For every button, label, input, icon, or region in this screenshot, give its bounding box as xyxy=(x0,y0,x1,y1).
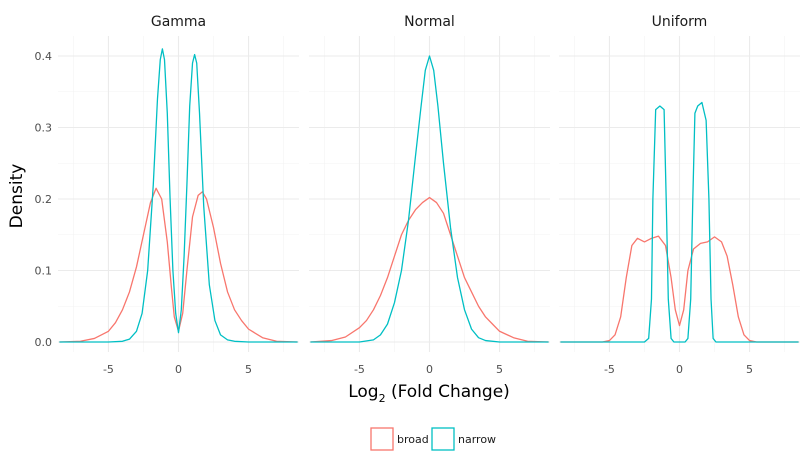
y-tick-label: 0.3 xyxy=(35,122,53,135)
x-tick-label: -5 xyxy=(103,363,114,376)
panel-gamma: Gamma -5 0 5 xyxy=(58,14,299,376)
panel-uniform: Uniform -5 0 5 xyxy=(559,14,800,376)
y-tick-label: 0.4 xyxy=(35,50,53,63)
facet-panels: Gamma -5 0 5 Normal -5 0 5 Uniform -5 0 5 xyxy=(58,14,800,376)
y-tick-label: 0.1 xyxy=(35,265,53,278)
gridlines xyxy=(58,36,299,352)
legend-item-broad[interactable]: broad xyxy=(370,427,429,451)
density-line-narrow xyxy=(560,101,799,343)
gridlines xyxy=(559,36,800,352)
x-axis-title-prefix: Log xyxy=(348,382,378,402)
gridlines xyxy=(309,36,550,352)
y-axis-title: Density xyxy=(7,164,27,229)
x-tick-label: 5 xyxy=(245,363,252,376)
x-tick-label: 5 xyxy=(496,363,503,376)
panel-title: Uniform xyxy=(652,14,708,30)
y-tick-label: 0.2 xyxy=(35,193,53,206)
x-tick-label: 0 xyxy=(175,363,182,376)
x-tick-label: -5 xyxy=(354,363,365,376)
x-axis-title-suffix: (Fold Change) xyxy=(386,382,510,402)
density-line-narrow xyxy=(59,48,298,343)
legend-key-broad xyxy=(370,427,394,451)
x-axis-title: Log2 (Fold Change) xyxy=(348,382,510,405)
legend-label-narrow: narrow xyxy=(458,433,496,446)
x-axis-title-subscript: 2 xyxy=(379,392,386,405)
legend: broad narrow xyxy=(370,427,496,451)
panel-normal: Normal -5 0 5 xyxy=(309,14,550,376)
density-line-broad xyxy=(560,235,799,343)
density-line-broad xyxy=(310,196,549,343)
x-tick-label: 0 xyxy=(426,363,433,376)
legend-key-narrow xyxy=(431,427,455,451)
y-axis-ticks: 0.0 0.1 0.2 0.3 0.4 xyxy=(35,50,53,349)
density-line-narrow xyxy=(310,55,549,343)
x-tick-label: 5 xyxy=(746,363,753,376)
y-tick-label: 0.0 xyxy=(35,336,53,349)
x-tick-label: -5 xyxy=(604,363,615,376)
x-tick-label: 0 xyxy=(676,363,683,376)
legend-label-broad: broad xyxy=(397,433,429,446)
panel-title: Normal xyxy=(404,14,455,30)
panel-title: Gamma xyxy=(151,14,206,30)
legend-item-narrow[interactable]: narrow xyxy=(431,427,496,451)
